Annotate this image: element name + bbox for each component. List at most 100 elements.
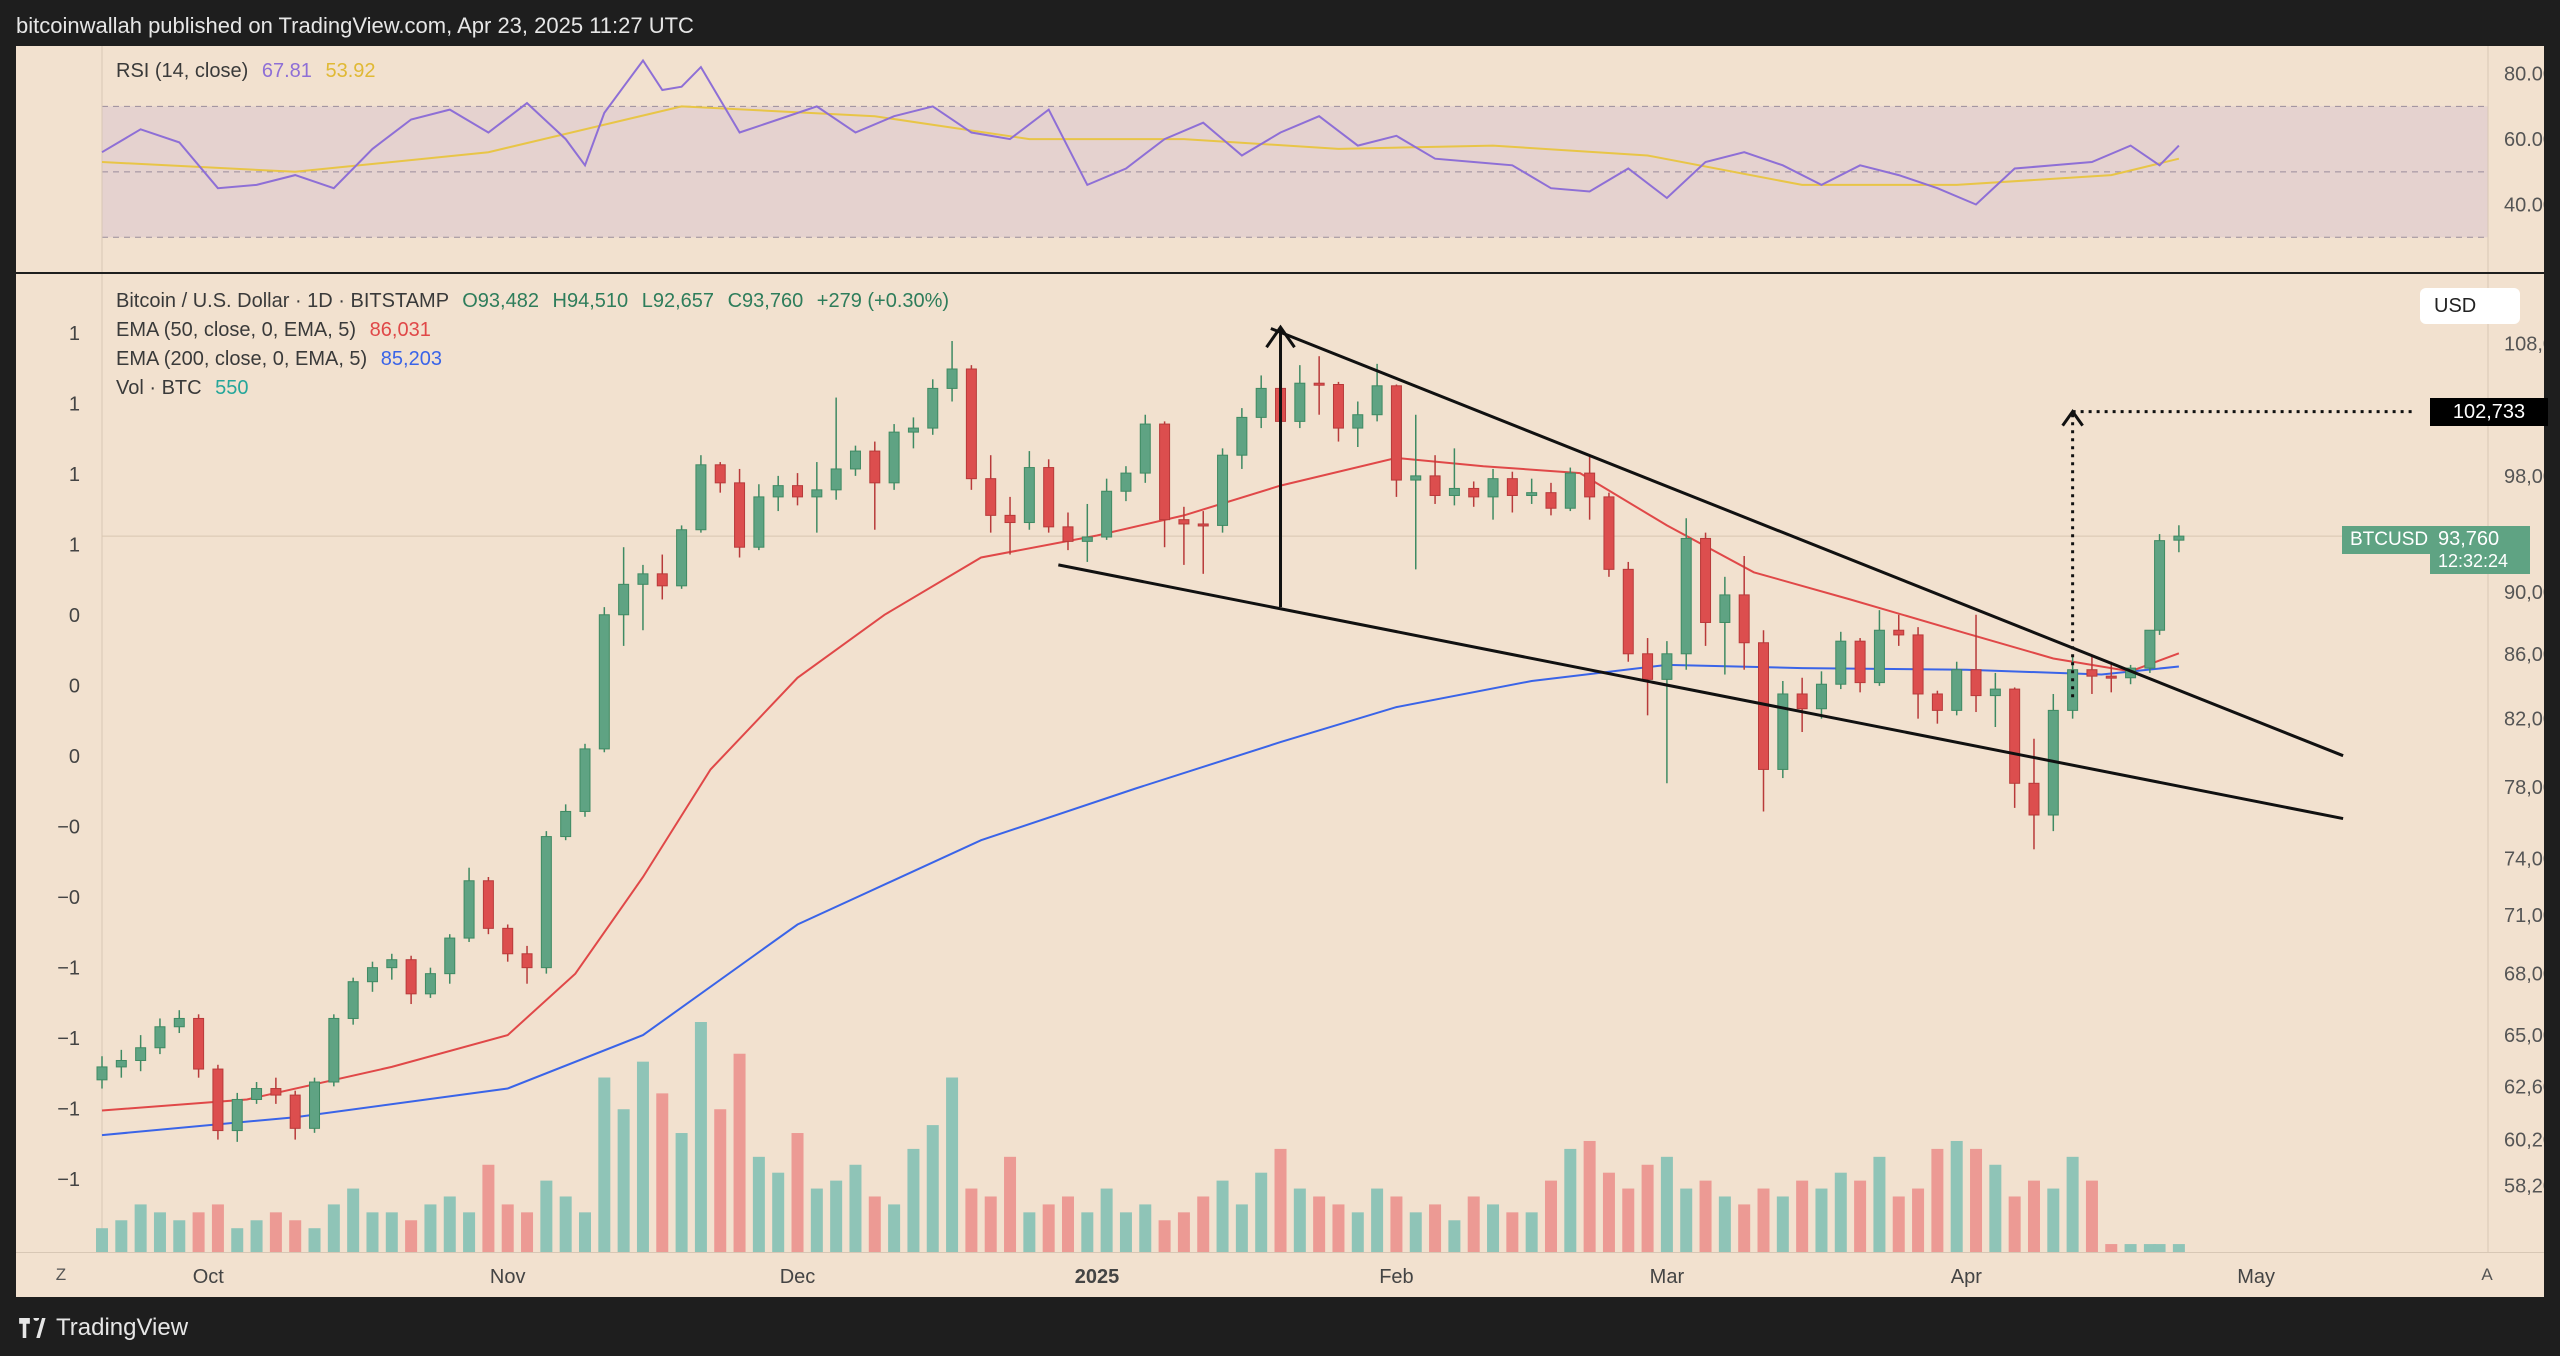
candle-body — [2086, 669, 2098, 677]
price-axis-tick: 58,200 — [2504, 1176, 2544, 1198]
time-axis-label: Nov — [490, 1266, 526, 1288]
auto-scale-button-right[interactable]: A — [2481, 1265, 2493, 1284]
volume-bar — [1641, 1164, 1654, 1252]
symbol-badge: BTCUSD — [2342, 526, 2430, 554]
volume-bar — [733, 1053, 746, 1252]
candle-body — [193, 1017, 205, 1070]
volume-bar — [463, 1212, 476, 1252]
candle-body — [1487, 478, 1499, 498]
candle-body — [792, 485, 804, 498]
candle-body — [1642, 653, 1654, 680]
volume-bar — [1177, 1212, 1190, 1252]
candle-body — [1236, 416, 1248, 456]
candle-body — [1197, 523, 1209, 527]
candle-body — [115, 1059, 127, 1068]
volume-bar — [617, 1109, 630, 1252]
left-axis-tick: 0 — [69, 746, 80, 768]
volume-bar — [1738, 1204, 1751, 1252]
candle-body — [1294, 382, 1306, 422]
candle-body — [2105, 675, 2117, 679]
volume-bar — [1042, 1204, 1055, 1252]
time-axis-label: Dec — [780, 1266, 816, 1288]
candle-body — [2173, 535, 2185, 541]
candle-body — [1893, 629, 1905, 636]
candle-body — [1043, 467, 1055, 528]
price-panel[interactable]: 108,000 98,000 90,000 86,000 82,000 78,000 74,… — [16, 274, 2548, 1252]
candle-body — [1700, 537, 1712, 623]
candle-body — [309, 1081, 321, 1129]
candle-body — [849, 450, 861, 470]
volume-bar — [2047, 1188, 2060, 1252]
volume-bar — [2085, 1180, 2098, 1252]
price-axis-tick: 62,600 — [2504, 1076, 2544, 1098]
volume-bar — [1467, 1196, 1480, 1252]
candle-body — [830, 468, 842, 491]
candle-body — [1313, 382, 1325, 386]
ohlc-open: O93,482 — [462, 290, 539, 312]
volume-bar — [1699, 1180, 1712, 1252]
volume-bar — [173, 1220, 186, 1252]
candle-body — [1448, 487, 1460, 496]
time-axis-label: Oct — [193, 1266, 225, 1288]
candle-body — [1564, 472, 1576, 509]
volume-bar — [714, 1109, 727, 1252]
brand-name: TradingView — [56, 1314, 189, 1341]
volume-bar — [578, 1212, 591, 1252]
ema200-value: 85,203 — [380, 348, 442, 370]
volume-bar — [926, 1125, 939, 1252]
volume-bar — [1796, 1180, 1809, 1252]
candle-body — [366, 967, 378, 983]
volume-bar — [1970, 1148, 1983, 1252]
time-axis[interactable]: Oct Nov Dec 2025 Feb Mar Apr May — [16, 1252, 2544, 1297]
rsi-panel[interactable]: 80.00 60.00 40.00 RSI (14, close) 67.81 53… — [16, 46, 2544, 272]
candle-body — [965, 368, 977, 480]
candle-body — [347, 981, 359, 1019]
price-axis-tick: 86,000 — [2504, 644, 2544, 666]
candle-body — [1989, 688, 2001, 697]
volume-bar — [598, 1077, 611, 1252]
candle-body — [154, 1026, 166, 1049]
ema200-label: EMA (200, close, 0, EMA, 5) — [116, 348, 368, 370]
volume-bar — [752, 1156, 765, 1252]
volume-bar — [559, 1196, 572, 1252]
candle-body — [1178, 519, 1190, 525]
volume-bar — [1081, 1212, 1094, 1252]
candle-body — [1854, 640, 1866, 684]
last-price: 93,760 — [2438, 528, 2500, 550]
volume-bar — [1313, 1196, 1326, 1252]
volume-bar — [1004, 1156, 1017, 1252]
candle-body — [1332, 384, 1344, 429]
candle-body — [1584, 472, 1596, 498]
tradingview-logo-icon — [19, 1318, 46, 1338]
ema50-value: 86,031 — [369, 319, 431, 341]
ohlc-high: H94,510 — [552, 290, 629, 312]
candle-body — [579, 748, 591, 812]
candle-body — [1023, 467, 1035, 524]
auto-scale-button-left[interactable]: Z — [55, 1265, 67, 1284]
candle-body — [212, 1068, 224, 1132]
volume-bar — [1873, 1156, 1886, 1252]
publisher-header: bitcoinwallah published on TradingView.c… — [16, 13, 694, 38]
price-axis-tick: 82,000 — [2504, 709, 2544, 731]
candle-body — [1217, 454, 1229, 526]
ema50-legend: EMA (50, close, 0, EMA, 5) 86,031 — [116, 319, 431, 342]
target-price-label: 102,733 — [2430, 398, 2548, 426]
volume-bar — [1216, 1180, 1229, 1252]
volume-bar — [984, 1196, 997, 1252]
candle-body — [1159, 423, 1171, 521]
price-chart[interactable]: 108,000 98,000 90,000 86,000 82,000 78,000 74,… — [16, 274, 2544, 1252]
candle-body — [695, 464, 707, 531]
volume-bar — [482, 1164, 495, 1252]
candle-body — [1951, 669, 1963, 711]
volume-bar — [1660, 1156, 1673, 1252]
candle-body — [444, 937, 456, 975]
volume-bar — [443, 1196, 456, 1252]
rsi-chart[interactable]: 80.00 60.00 40.00 — [16, 46, 2544, 272]
candle-body — [714, 464, 726, 484]
currency-button[interactable]: USD — [2420, 288, 2520, 324]
volume-bar — [1544, 1180, 1557, 1252]
price-axis-tick: 71,000 — [2504, 905, 2544, 927]
candle-body — [811, 489, 823, 498]
volume-bar — [1815, 1188, 1828, 1252]
left-axis-tick: 1 — [69, 323, 80, 345]
